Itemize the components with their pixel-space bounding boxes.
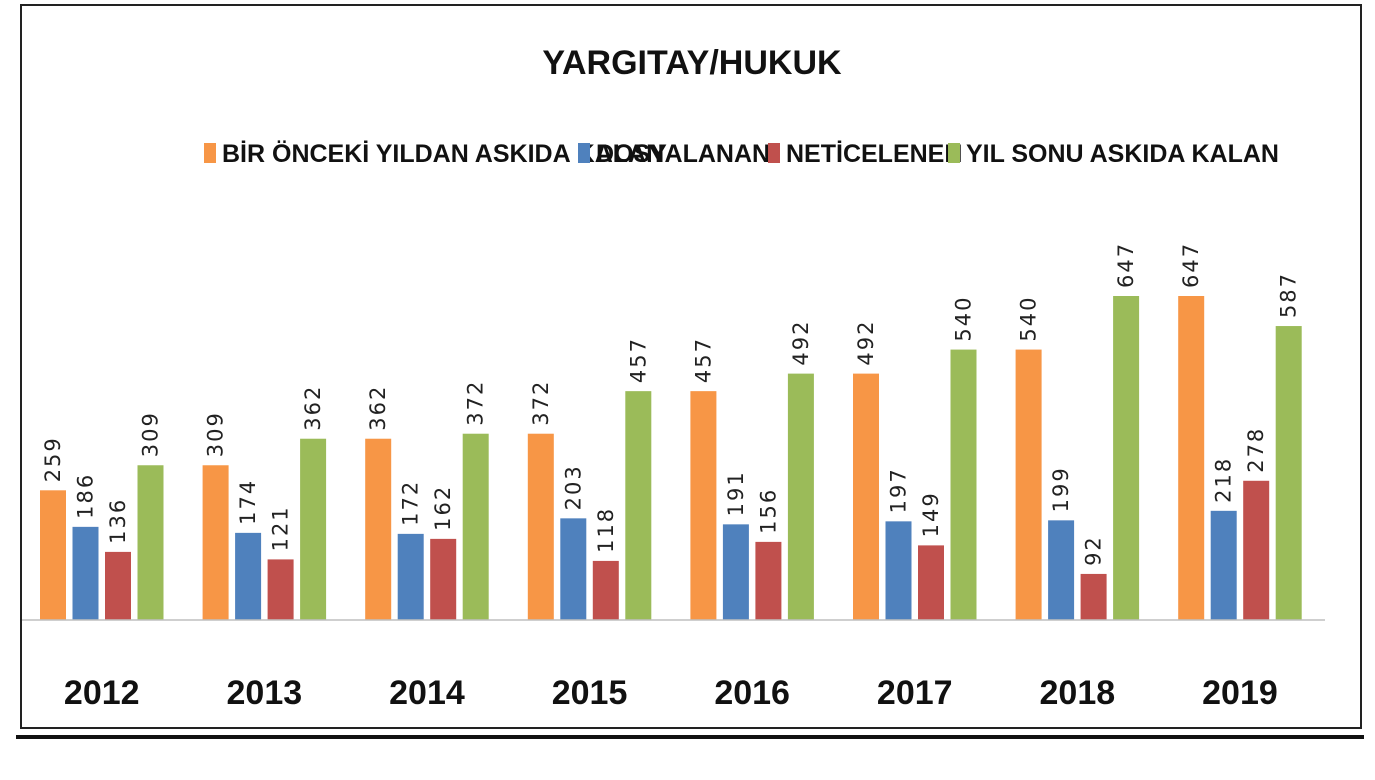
legend-swatch-0 (204, 143, 216, 163)
data-label-2015-0: 372 (529, 380, 553, 426)
bar-2016-0 (690, 391, 717, 620)
legend-label-3: YIL SONU ASKIDA KALAN (966, 140, 1279, 168)
bars (40, 296, 1302, 620)
bar-2013-2 (267, 559, 294, 620)
legend-swatch-1 (578, 143, 590, 163)
data-label-2015-2: 118 (594, 507, 618, 553)
bar-2019-2 (1243, 480, 1270, 620)
bar-2014-3 (462, 433, 489, 620)
data-label-2013-3: 362 (301, 385, 325, 431)
x-tick-2019: 2019 (1202, 674, 1278, 712)
bar-2013-1 (235, 532, 262, 620)
data-label-2019-2: 278 (1244, 427, 1268, 473)
bar-2015-0 (527, 433, 554, 620)
bar-2018-0 (1015, 349, 1042, 620)
data-label-2014-2: 162 (431, 485, 455, 531)
bottom-rule (16, 735, 1364, 739)
x-tick-2016: 2016 (714, 674, 790, 712)
bar-2019-3 (1275, 326, 1302, 620)
data-label-2019-1: 218 (1212, 457, 1236, 503)
data-label-2013-2: 121 (269, 505, 293, 551)
data-label-2012-1: 186 (74, 473, 98, 519)
bar-2019-0 (1178, 296, 1205, 620)
data-label-2018-2: 92 (1082, 535, 1106, 566)
x-tick-2017: 2017 (877, 674, 953, 712)
data-label-2019-3: 587 (1277, 272, 1301, 318)
bar-2012-2 (105, 551, 131, 620)
bar-2012-1 (72, 526, 99, 620)
bar-2014-1 (397, 533, 424, 620)
x-tick-2013: 2013 (227, 674, 303, 712)
legend-label-2: NETİCELENEN (786, 140, 962, 168)
data-label-2016-0: 457 (691, 337, 715, 383)
data-label-2016-1: 191 (724, 470, 748, 516)
x-tick-2014: 2014 (389, 674, 465, 712)
x-tick-2018: 2018 (1040, 674, 1116, 712)
bar-2014-2 (430, 538, 457, 620)
data-label-2017-2: 149 (919, 491, 943, 537)
x-tick-2015: 2015 (552, 674, 628, 712)
data-label-2014-1: 172 (399, 480, 423, 526)
data-label-2015-3: 457 (626, 337, 650, 383)
bar-2018-1 (1048, 520, 1075, 620)
bar-2013-3 (300, 438, 327, 620)
data-label-2019-0: 647 (1179, 242, 1203, 288)
bar-2012-3 (137, 465, 164, 620)
legend-swatch-3 (948, 143, 960, 163)
bar-2017-0 (853, 373, 879, 620)
data-label-2016-2: 156 (756, 488, 780, 534)
bar-2014-0 (365, 438, 392, 620)
legend-label-1: DOSYALANAN (596, 140, 770, 168)
bar-2012-0 (40, 490, 66, 620)
data-label-2018-0: 540 (1017, 295, 1041, 341)
data-label-2017-3: 540 (952, 295, 976, 341)
data-label-2013-0: 309 (204, 411, 228, 457)
data-label-2012-3: 309 (139, 411, 163, 457)
legend-swatch-2 (768, 143, 780, 163)
data-labels: 259 186 136 309 309 174 121 362 362 172 162 372 372 2… (41, 242, 1301, 566)
chart-title: YARGITAY/HUKUK (542, 44, 842, 82)
data-label-2012-2: 136 (106, 498, 130, 544)
data-label-2013-1: 174 (236, 479, 260, 525)
data-label-2018-3: 647 (1114, 242, 1138, 288)
data-label-2012-0: 259 (41, 436, 65, 482)
bar-2013-0 (202, 465, 229, 620)
data-label-2017-1: 197 (887, 467, 911, 513)
data-label-2018-1: 199 (1049, 466, 1073, 512)
bar-2017-3 (950, 349, 977, 620)
bar-2015-2 (592, 560, 619, 620)
legend: BİR ÖNCEKİ YILDAN ASKIDA KALANDOSYALANAN… (204, 139, 1279, 168)
data-label-2015-1: 203 (561, 464, 585, 510)
bar-2017-1 (885, 521, 912, 620)
bar-2016-2 (755, 541, 782, 620)
bar-2016-3 (787, 373, 814, 620)
bar-2015-1 (560, 518, 587, 620)
x-axis-labels: 2012 2013 2014 2015 2016 2017 2018 2019 (64, 674, 1278, 712)
legend-label-0: BİR ÖNCEKİ YILDAN ASKIDA KALAN (222, 139, 664, 168)
bar-2017-2 (918, 545, 944, 620)
bar-2019-1 (1210, 510, 1237, 620)
data-label-2016-3: 492 (789, 320, 813, 366)
x-tick-2012: 2012 (64, 674, 140, 712)
data-label-2014-3: 372 (464, 380, 488, 426)
bar-2018-2 (1080, 573, 1107, 620)
data-label-2017-0: 492 (854, 320, 878, 366)
bar-2018-3 (1113, 296, 1140, 620)
bar-2016-1 (722, 524, 749, 620)
bar-2015-3 (625, 391, 652, 620)
data-label-2014-0: 362 (366, 385, 390, 431)
